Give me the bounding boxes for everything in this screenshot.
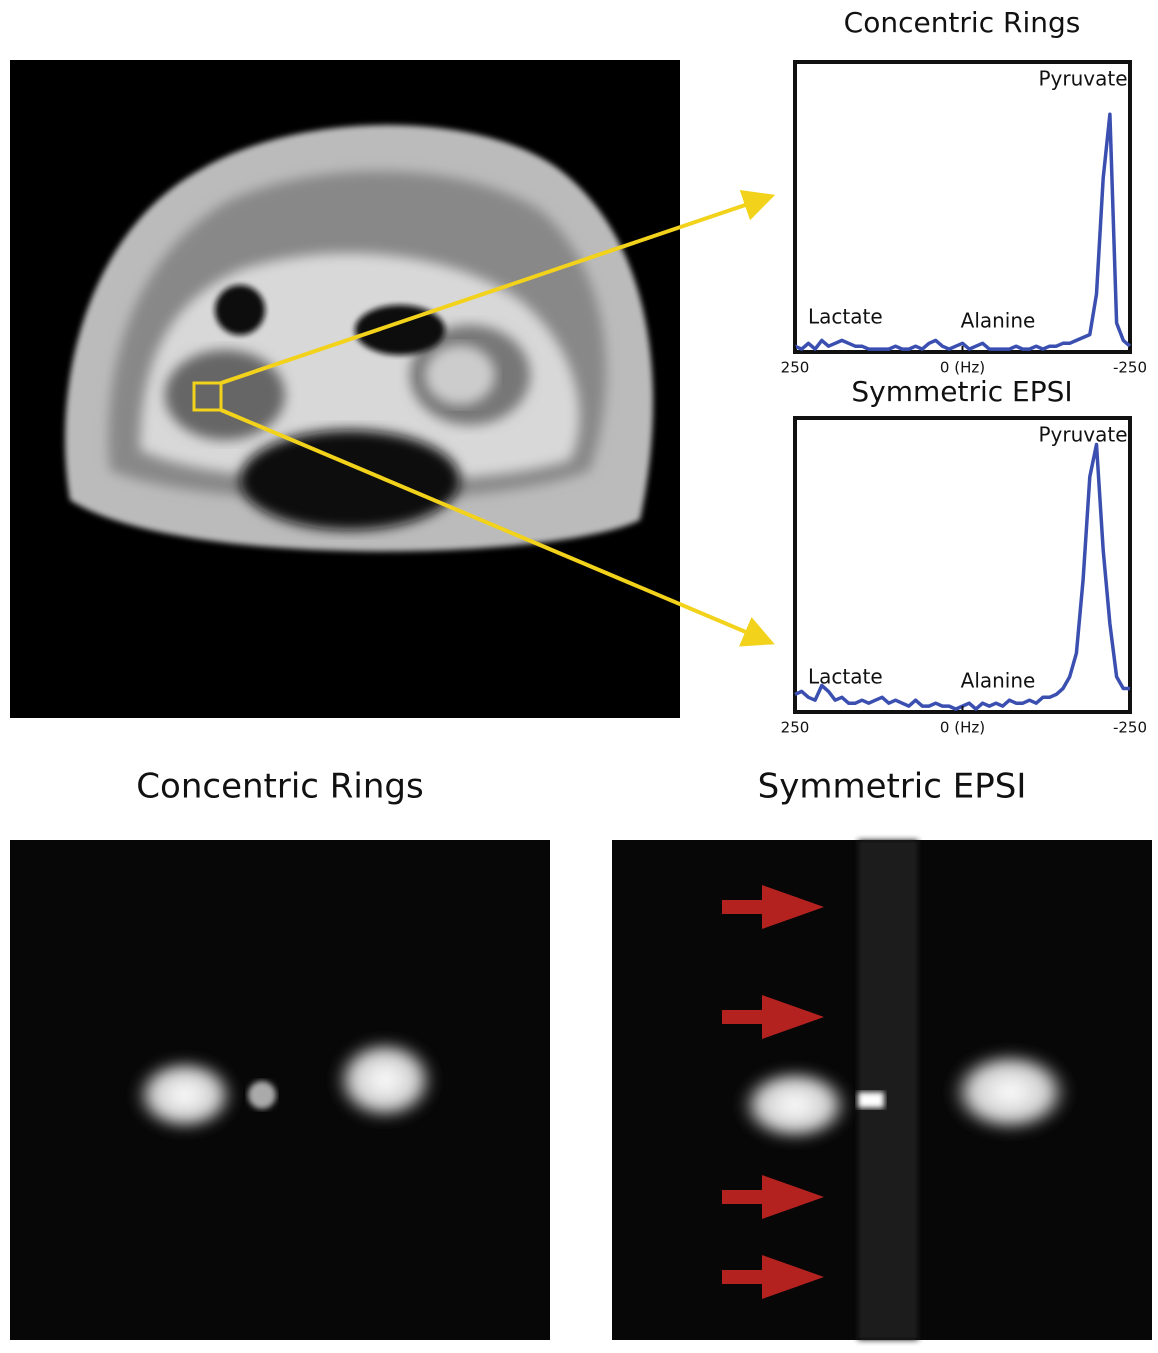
mri-image — [10, 60, 760, 718]
chart-title: Concentric Rings — [844, 6, 1081, 39]
peak-label: Lactate — [808, 305, 883, 329]
x-tick-label: 250 — [781, 359, 810, 377]
x-tick-label: 250 — [781, 719, 810, 737]
pyruvate-image-left — [10, 840, 550, 1340]
pyruvate-image-right — [612, 840, 1152, 1340]
x-tick-label: 0 (Hz) — [940, 719, 985, 737]
figure: Concentric Rings Symmetric EPSI Concentr… — [0, 0, 1158, 1349]
page: {"chart_data": [ {"type": "line", "title… — [0, 0, 1158, 1353]
x-tick-label: -250 — [1113, 719, 1147, 737]
image-title: Concentric Rings — [136, 767, 423, 807]
peak-label: Pyruvate — [1038, 423, 1127, 447]
peak-label: Lactate — [808, 665, 883, 689]
chart-title: Symmetric EPSI — [851, 375, 1072, 408]
peak-label: Alanine — [961, 669, 1036, 693]
x-tick-label: -250 — [1113, 359, 1147, 377]
peak-label: Pyruvate — [1038, 67, 1127, 91]
x-tick-label: 0 (Hz) — [940, 359, 985, 377]
peak-label: Alanine — [961, 309, 1036, 333]
image-title: Symmetric EPSI — [758, 767, 1027, 807]
